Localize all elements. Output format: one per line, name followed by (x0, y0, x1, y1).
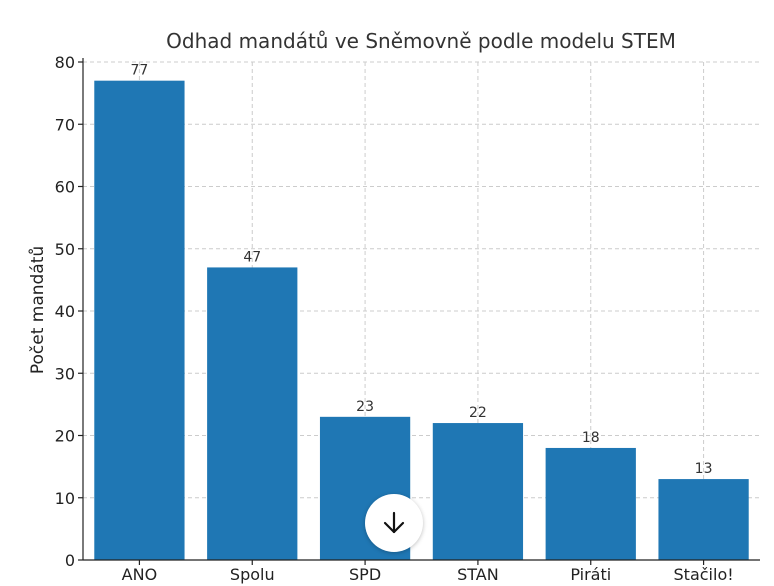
chart-title: Odhad mandátů ve Sněmovně podle modelu S… (166, 29, 676, 53)
bar-Piráti (545, 447, 636, 560)
x-tick-label: Piráti (570, 565, 611, 584)
y-tick-label: 30 (55, 364, 75, 383)
data-label: 22 (469, 405, 487, 421)
x-tick-label: SPD (349, 565, 381, 584)
axis-layer: 0 10 20 30 40 50 60 70 80 ANO Spolu SPD STAN Piráti St… (55, 53, 760, 584)
scroll-down-button[interactable] (365, 494, 423, 552)
bar-ANO (94, 80, 185, 561)
x-tick-label: Stačilo! (674, 565, 734, 584)
x-tick-label: Spolu (230, 565, 275, 584)
x-tick-label: STAN (457, 565, 499, 584)
y-tick-label: 20 (55, 427, 75, 446)
data-label: 47 (243, 249, 261, 265)
bar-Spolu (207, 267, 298, 560)
y-tick-label: 50 (55, 240, 75, 259)
y-tick-label: 60 (55, 178, 75, 197)
y-tick-label: 80 (55, 53, 75, 72)
y-tick-label: 0 (65, 551, 75, 570)
y-tick-label: 40 (55, 302, 75, 321)
y-tick-label: 10 (55, 489, 75, 508)
arrow-down-icon (383, 511, 405, 534)
data-label: 23 (356, 399, 374, 415)
x-tick-label: ANO (122, 565, 158, 584)
y-tick-label: 70 (55, 115, 75, 134)
data-label: 18 (582, 430, 600, 446)
bar-Stačilo! (658, 479, 749, 560)
data-label: 13 (695, 461, 713, 477)
bar-STAN (432, 423, 524, 560)
y-axis-label: Počet mandátů (28, 246, 48, 374)
data-label: 77 (131, 63, 149, 79)
